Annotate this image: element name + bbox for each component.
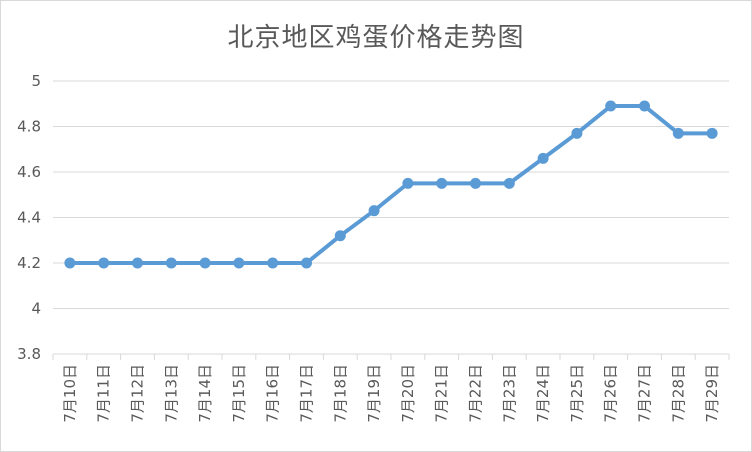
data-point xyxy=(165,257,177,269)
data-point xyxy=(64,257,76,269)
data-point xyxy=(436,177,448,189)
y-tick-label: 4.2 xyxy=(17,254,41,272)
y-tick-label: 4.4 xyxy=(17,209,41,227)
x-tick-label: 7月11日 xyxy=(95,364,113,423)
x-tick-label: 7月28日 xyxy=(669,364,687,423)
x-tick-label: 7月17日 xyxy=(298,364,316,423)
x-tick-label: 7月25日 xyxy=(568,364,586,423)
data-point xyxy=(537,152,549,164)
data-point xyxy=(706,127,718,139)
data-point xyxy=(368,205,380,217)
x-tick-label: 7月16日 xyxy=(264,364,282,423)
x-tick-label: 7月15日 xyxy=(230,364,248,423)
series-price xyxy=(64,100,718,269)
x-tick-label: 7月22日 xyxy=(467,364,485,423)
data-point xyxy=(301,257,312,269)
x-tick-label: 7月23日 xyxy=(500,364,518,423)
y-tick-labels: 3.8 4 4.2 4.4 4.6 4.8 5 xyxy=(17,72,41,363)
data-point xyxy=(98,257,110,269)
data-point xyxy=(672,127,684,139)
x-tick-label: 7月24日 xyxy=(534,364,552,423)
x-tick-label: 7月27日 xyxy=(636,364,654,423)
data-point xyxy=(639,100,650,112)
y-tick-label: 4 xyxy=(31,300,41,318)
x-tick-label: 7月21日 xyxy=(433,364,451,423)
data-point xyxy=(233,257,245,269)
x-tick-labels: 7月10日 7月11日 7月12日 7月13日 7月14日 7月15日 7月16日 7月17日… xyxy=(61,364,721,423)
x-tick-label: 7月26日 xyxy=(602,364,620,423)
data-point xyxy=(470,177,481,189)
x-tick-label: 7月14日 xyxy=(196,364,214,423)
x-axis xyxy=(52,354,730,360)
data-point xyxy=(132,257,143,269)
gridlines xyxy=(53,80,729,355)
data-point xyxy=(605,100,617,112)
x-tick-label: 7月29日 xyxy=(703,364,721,423)
y-tick-label: 4.8 xyxy=(17,118,41,136)
y-tick-label: 5 xyxy=(31,72,41,90)
data-point xyxy=(267,257,279,269)
data-point xyxy=(571,127,583,139)
data-point xyxy=(503,177,515,189)
chart-title: 北京地区鸡蛋价格走势图 xyxy=(227,23,525,53)
data-point xyxy=(199,257,211,269)
x-tick-label: 7月12日 xyxy=(129,364,147,423)
x-tick-label: 7月10日 xyxy=(61,364,79,423)
y-tick-label: 4.6 xyxy=(17,163,41,181)
data-point xyxy=(334,230,346,242)
y-tick-label: 3.8 xyxy=(17,345,41,363)
data-point xyxy=(402,177,414,189)
x-tick-label: 7月13日 xyxy=(162,364,180,423)
x-tick-label: 7月18日 xyxy=(331,364,349,423)
series-line xyxy=(67,104,715,265)
x-tick-label: 7月19日 xyxy=(365,364,383,423)
x-tick-label: 7月20日 xyxy=(399,364,417,423)
